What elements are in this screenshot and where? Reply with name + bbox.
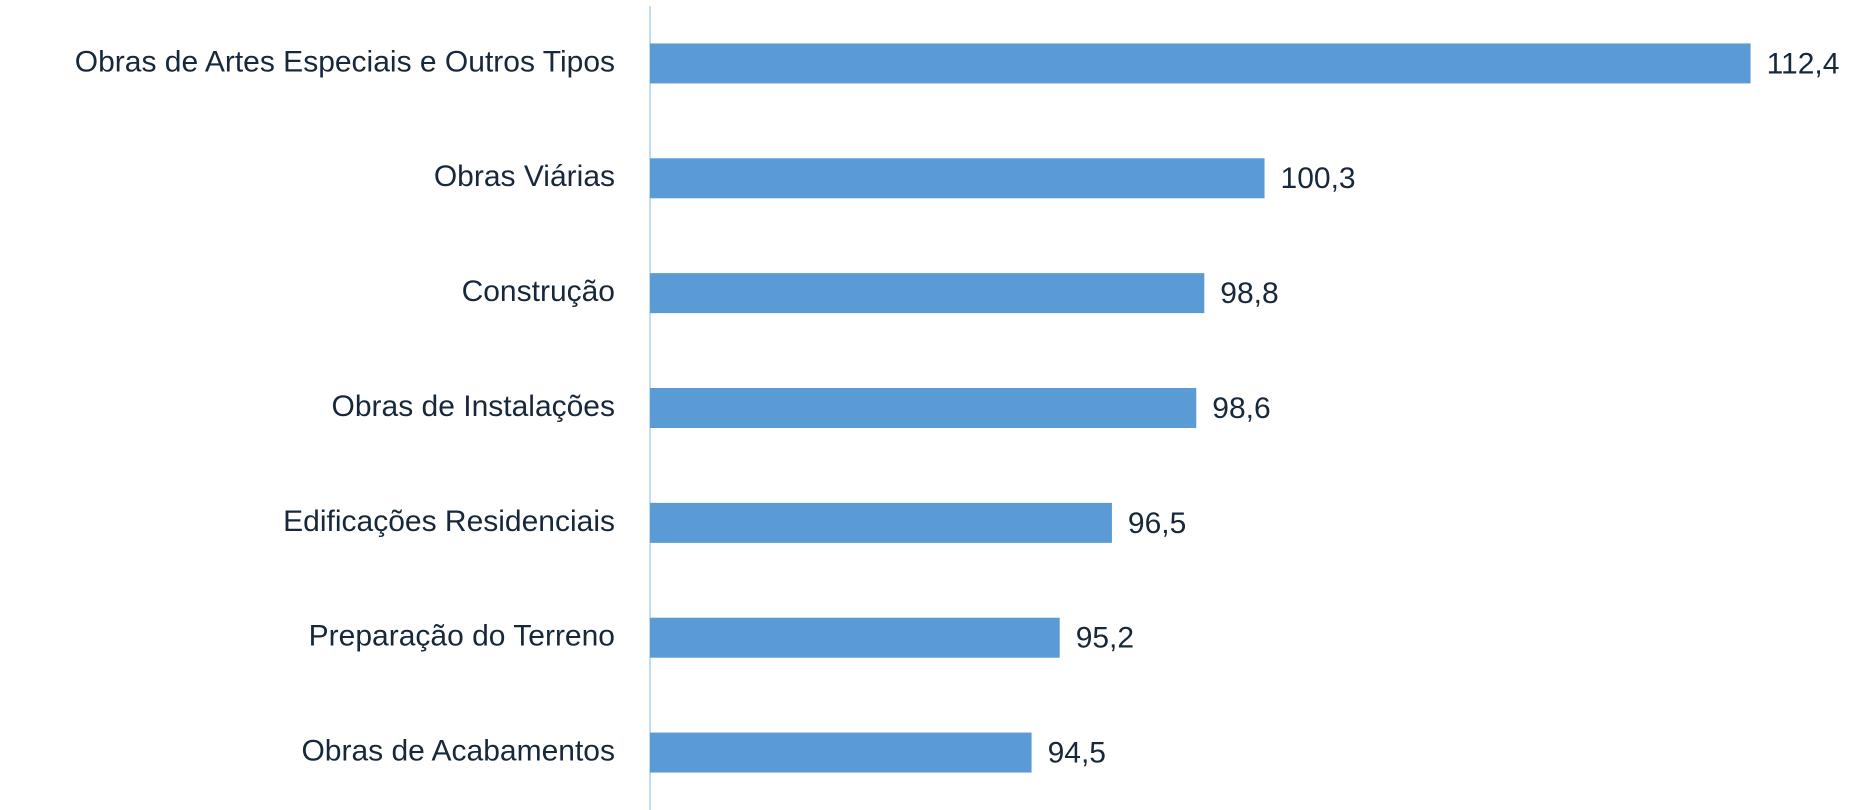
category-label: Obras Viárias	[434, 160, 615, 193]
bar	[650, 273, 1205, 314]
category-label: Obras de Acabamentos	[301, 734, 615, 767]
bar	[650, 43, 1751, 84]
category-label: Construção	[462, 275, 615, 308]
value-label: 98,6	[1212, 392, 1270, 425]
bar	[650, 732, 1032, 773]
bar	[650, 158, 1265, 199]
category-label: Edificações Residenciais	[283, 505, 615, 538]
value-label: 100,3	[1281, 162, 1356, 195]
bar	[650, 617, 1060, 658]
category-label: Obras de Artes Especiais e Outros Tipos	[75, 45, 615, 78]
value-label: 112,4	[1767, 47, 1840, 80]
value-label: 96,5	[1128, 507, 1186, 540]
value-label: 95,2	[1076, 622, 1134, 655]
bar	[650, 388, 1197, 428]
value-label: 94,5	[1048, 736, 1106, 769]
bar	[650, 502, 1112, 543]
category-label: Preparação do Terreno	[309, 620, 615, 653]
value-label: 98,8	[1220, 277, 1278, 310]
category-label: Obras de Instalações	[332, 390, 616, 423]
